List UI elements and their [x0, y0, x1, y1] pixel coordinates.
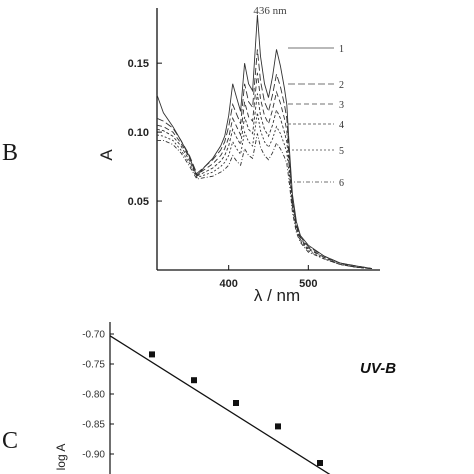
- panel-c-y-tick-label: -0.75: [82, 360, 105, 371]
- panel-c-y-axis-title: log A: [54, 444, 68, 471]
- panel-b-y-tick-label: 0.15: [128, 58, 149, 70]
- spectrum-series-1: [156, 14, 373, 270]
- panel-b-y-tick-label: 0.10: [128, 127, 149, 139]
- panel-c-y-tick-label: -0.70: [82, 330, 105, 341]
- panel-c-uvb-label: UV-B: [360, 360, 396, 377]
- legend-label-6: 6: [339, 178, 344, 189]
- panel-c-data-point: [149, 351, 155, 358]
- legend-label-5: 5: [339, 146, 344, 157]
- panel-b-peak-label: 436 nm: [253, 5, 287, 17]
- panel-b-y-tick-label: 0.05: [128, 196, 149, 208]
- panel-c-log-plot: -0.70 -0.75 -0.80 -0.85 -0.90 log A UV-B: [54, 322, 396, 474]
- legend-label-2: 2: [339, 80, 344, 91]
- panel-letter-b: B: [2, 140, 18, 166]
- panel-b-x-axis-title: λ / nm: [254, 286, 300, 305]
- panel-c-fit-line: [109, 335, 331, 474]
- panel-letter-c: C: [2, 428, 18, 454]
- spectrum-series-6: [157, 133, 373, 270]
- legend-label-1: 1: [339, 44, 344, 55]
- spectrum-series-5: [156, 112, 373, 270]
- panel-c-y-tick-label: -0.80: [82, 390, 105, 401]
- spectrum-series-3: [156, 72, 373, 270]
- panel-b-x-tick-label: 500: [299, 278, 317, 290]
- panel-c-y-tick-label: -0.90: [82, 450, 105, 461]
- panel-b-y-axis-title: A: [97, 149, 116, 161]
- panel-c-data-point: [317, 460, 323, 466]
- panel-b-spectra: 0.05 0.10 0.15 400 500 1 2 3 4 5 6 A λ / nm 436 …: [97, 5, 380, 305]
- legend-label-4: 4: [339, 120, 344, 131]
- spectrum-series-4: [156, 93, 373, 270]
- panel-c-data-point: [233, 400, 239, 406]
- legend-label-3: 3: [339, 100, 344, 111]
- panel-c-y-tick-label: -0.85: [82, 420, 105, 431]
- panel-c-data-point: [275, 423, 281, 430]
- panel-c-data-point: [191, 377, 197, 384]
- panel-b-x-tick-label: 400: [219, 278, 237, 290]
